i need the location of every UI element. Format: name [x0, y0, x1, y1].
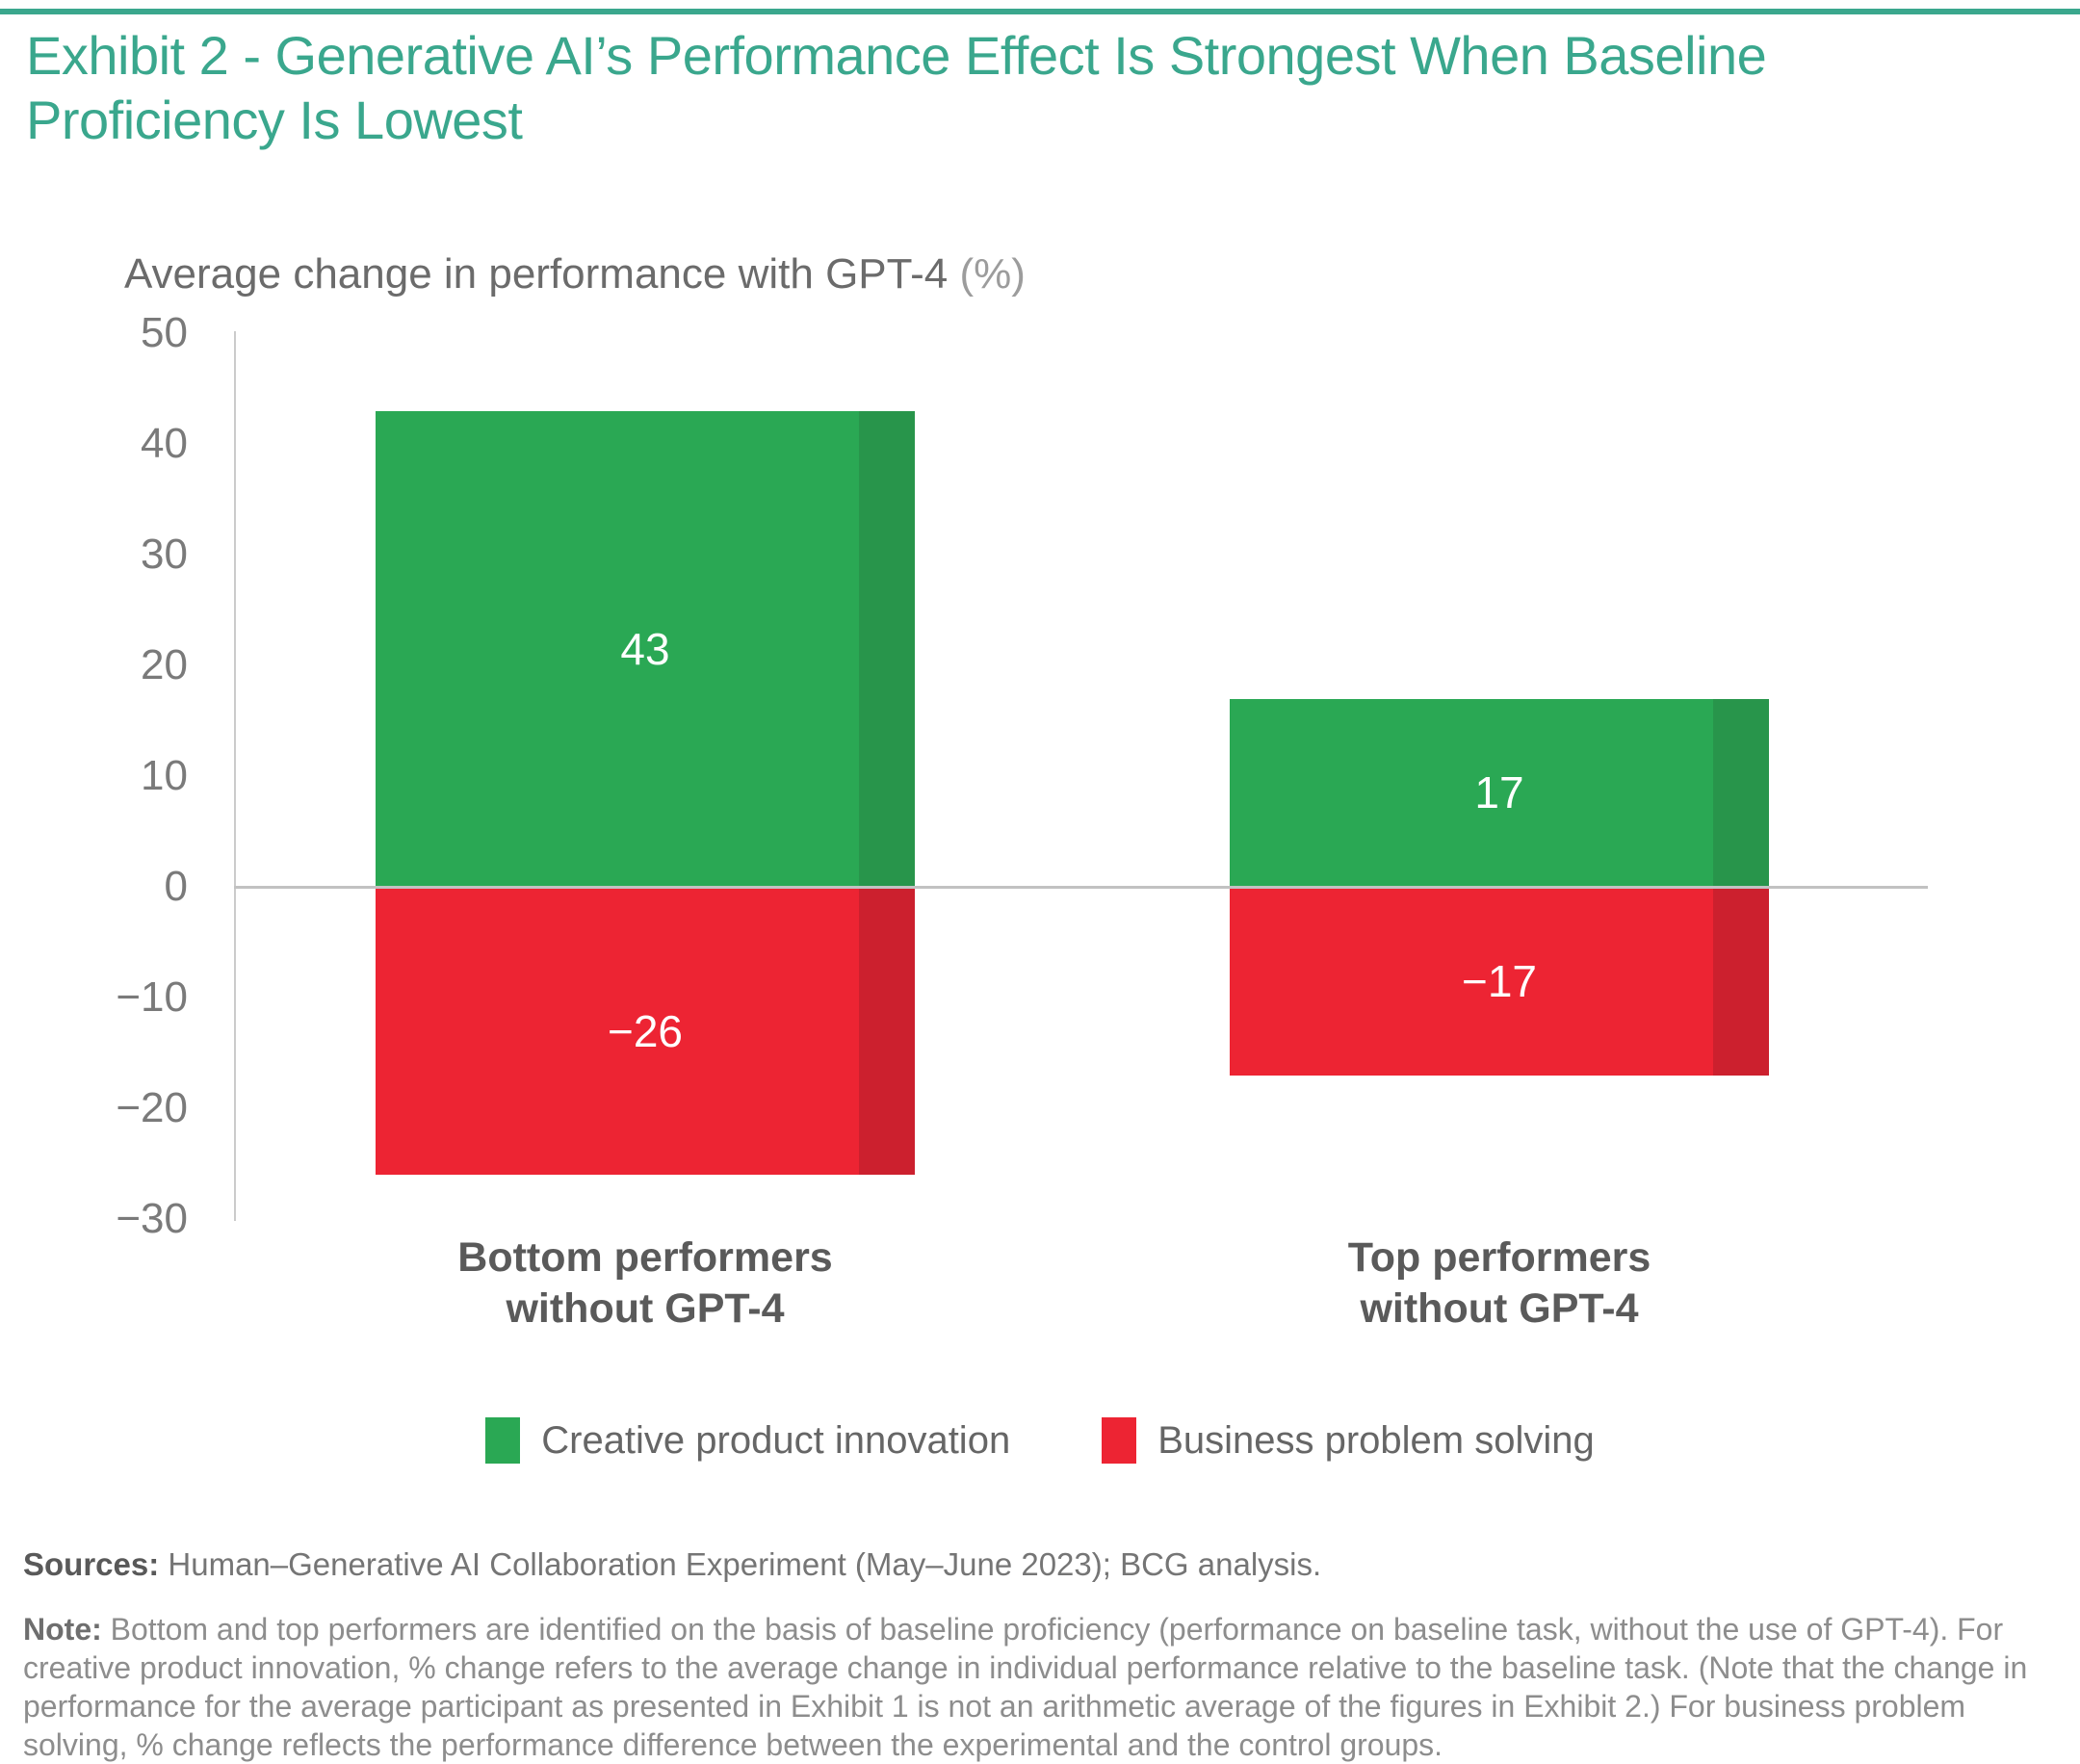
bar-edge-shade	[1713, 887, 1769, 1076]
bar-edge-shade	[1713, 698, 1769, 887]
y-tick-label: 30	[141, 531, 188, 578]
page-title: Exhibit 2 - Generative AI’s Performance …	[26, 23, 1767, 152]
y-tick-label: 0	[164, 863, 188, 910]
page-title-line-2: Proficiency Is Lowest	[26, 90, 523, 150]
legend: Creative product innovation Business prob…	[0, 1417, 2080, 1464]
bar-segment-negative	[376, 887, 915, 1175]
y-tick-label: 10	[141, 752, 188, 799]
bar-value-label: −26	[607, 1005, 684, 1056]
note-block: Note: Bottom and top performers are iden…	[23, 1610, 2040, 1764]
y-axis-unit: (%)	[959, 250, 1026, 298]
legend-item: Business problem solving	[1102, 1417, 1595, 1464]
bar-value-label: 43	[620, 623, 670, 674]
bar-segment-positive	[1230, 698, 1769, 887]
bar-edge-shade	[859, 410, 915, 887]
y-tick-label: −20	[116, 1084, 188, 1131]
y-tick-label: 40	[141, 420, 188, 467]
y-axis-line	[234, 331, 236, 1221]
legend-swatch	[485, 1417, 521, 1464]
x-category-label: Top performers without GPT-4	[1347, 1234, 1651, 1332]
bar-segment-negative	[1230, 887, 1769, 1076]
y-tick-label: 20	[141, 641, 188, 688]
sources-line: Sources: Human–Generative AI Collaborati…	[23, 1546, 2045, 1583]
legend-label: Creative product innovation	[541, 1418, 1011, 1462]
y-tick-label: 50	[141, 309, 188, 356]
zero-baseline	[234, 886, 1928, 889]
top-accent-rule	[0, 9, 2080, 14]
sources-text: Human–Generative AI Collaboration Experi…	[168, 1546, 1322, 1582]
y-axis-title-text: Average change in performance with GPT-4	[124, 250, 949, 298]
y-tick-label: −10	[116, 973, 188, 1021]
bar-value-label: −17	[1461, 955, 1538, 1006]
page-title-line-1: Exhibit 2 - Generative AI’s Performance …	[26, 25, 1767, 86]
y-tick-label: −30	[116, 1195, 188, 1242]
y-axis-title: Average change in performance with GPT-4…	[124, 250, 1026, 298]
x-category-label: Bottom performers without GPT-4	[457, 1234, 833, 1332]
legend-item: Creative product innovation	[485, 1417, 1010, 1464]
bar-segment-positive	[376, 410, 915, 887]
legend-swatch	[1102, 1417, 1137, 1464]
note-text: Bottom and top performers are identified…	[23, 1612, 2028, 1762]
bar-edge-shade	[859, 887, 915, 1175]
legend-label: Business problem solving	[1157, 1418, 1595, 1462]
sources-label: Sources:	[23, 1546, 160, 1582]
bar-value-label: 17	[1474, 767, 1524, 818]
note-label: Note:	[23, 1612, 102, 1647]
